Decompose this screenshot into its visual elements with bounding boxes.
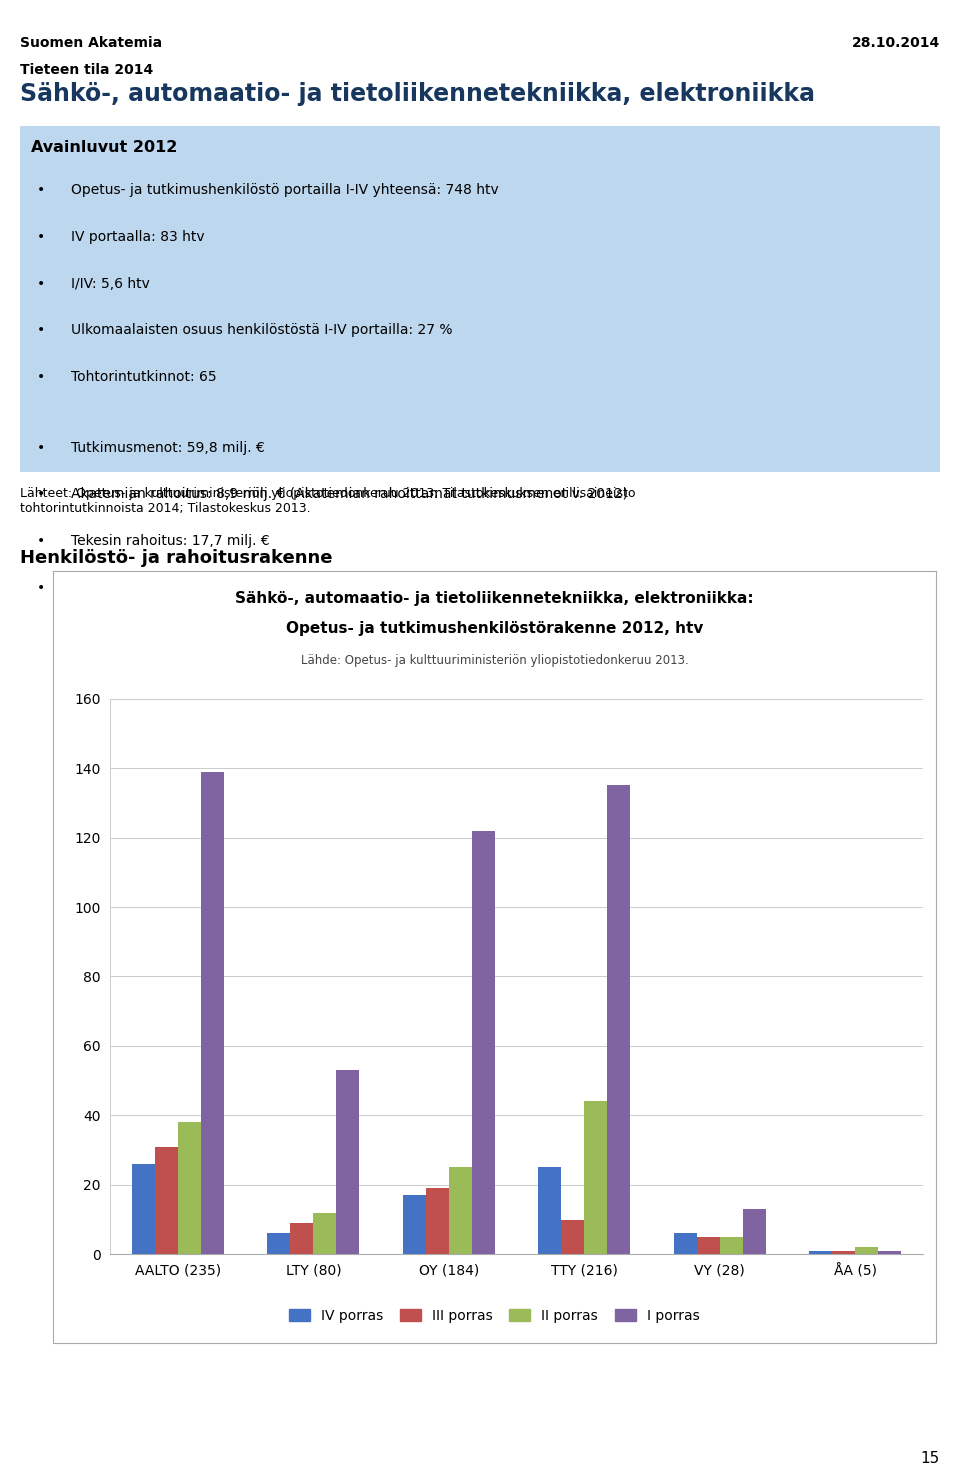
Text: Opetus- ja tutkimushenkilöstörakenne 2012, htv: Opetus- ja tutkimushenkilöstörakenne 201… [286, 622, 703, 637]
Legend: IV porras, III porras, II porras, I porras: IV porras, III porras, II porras, I porr… [284, 1303, 705, 1328]
Bar [201, 772, 224, 1254]
Text: 28.10.2014: 28.10.2014 [852, 36, 940, 50]
Text: •: • [36, 230, 45, 243]
Text: Sähkö-, automaatio- ja tietoliikennetekniikka, elektroniikka: Sähkö-, automaatio- ja tietoliikennetekn… [20, 82, 815, 105]
Bar [425, 1189, 448, 1254]
Bar [267, 1233, 290, 1254]
Text: •: • [36, 487, 45, 502]
Bar [313, 1212, 336, 1254]
Bar [832, 1251, 855, 1254]
Text: Avainluvut 2012: Avainluvut 2012 [31, 139, 178, 154]
Text: Tieteen tila 2014: Tieteen tila 2014 [20, 62, 154, 77]
Text: Suomen Akatemia: Suomen Akatemia [20, 36, 162, 50]
Bar [336, 1070, 359, 1254]
Bar [608, 785, 630, 1254]
Bar [855, 1248, 878, 1254]
Text: •: • [36, 276, 45, 291]
Text: Lähde: Opetus- ja kulttuuriministeriön yliopistotiedonkeruu 2013.: Lähde: Opetus- ja kulttuuriministeriön y… [300, 654, 688, 666]
Bar [585, 1101, 608, 1254]
Text: •: • [36, 183, 45, 197]
Bar [697, 1238, 720, 1254]
Text: Henkilöstö- ja rahoitusrakenne: Henkilöstö- ja rahoitusrakenne [20, 549, 333, 567]
Bar [403, 1195, 425, 1254]
Text: •: • [36, 324, 45, 337]
Text: •: • [36, 580, 45, 595]
Text: EU-rahoitus puiteohjelmasta: 3,2 milj. €: EU-rahoitus puiteohjelmasta: 3,2 milj. € [71, 580, 347, 595]
Text: IV portaalla: 83 htv: IV portaalla: 83 htv [71, 230, 204, 243]
Bar [809, 1251, 832, 1254]
Bar [720, 1238, 743, 1254]
Bar [539, 1168, 562, 1254]
Bar [743, 1209, 766, 1254]
Bar [290, 1223, 313, 1254]
Text: Ulkomaalaisten osuus henkilöstöstä I-IV portailla: 27 %: Ulkomaalaisten osuus henkilöstöstä I-IV … [71, 324, 452, 337]
Text: Tohtorintutkinnot: 65: Tohtorintutkinnot: 65 [71, 370, 216, 384]
Text: Opetus- ja tutkimushenkilöstö portailla I-IV yhteensä: 748 htv: Opetus- ja tutkimushenkilöstö portailla … [71, 183, 498, 197]
Bar [471, 831, 494, 1254]
Text: •: • [36, 441, 45, 454]
Text: I/IV: 5,6 htv: I/IV: 5,6 htv [71, 276, 150, 291]
Text: •: • [36, 534, 45, 548]
Text: •: • [36, 370, 45, 384]
Text: Lähteet: Opetus- ja kulttuuriministeriön yliopistotiedonkeruu 2013; Tilastokesku: Lähteet: Opetus- ja kulttuuriministeriön… [20, 487, 636, 515]
Text: Tekesin rahoitus: 17,7 milj. €: Tekesin rahoitus: 17,7 milj. € [71, 534, 270, 548]
Text: Sähkö-, automaatio- ja tietoliikennetekniikka, elektroniikka:: Sähkö-, automaatio- ja tietoliikennetekn… [235, 591, 754, 605]
Bar [562, 1220, 585, 1254]
Bar [448, 1168, 471, 1254]
Bar [178, 1122, 201, 1254]
Text: Akatemian rahoitus: 8,9 milj. € (Akatemian rahoittamat tutkimusmenot v. 2012): Akatemian rahoitus: 8,9 milj. € (Akatemi… [71, 487, 628, 502]
Text: 15: 15 [921, 1451, 940, 1466]
Bar [674, 1233, 697, 1254]
Bar [878, 1251, 901, 1254]
Text: Tutkimusmenot: 59,8 milj. €: Tutkimusmenot: 59,8 milj. € [71, 441, 265, 454]
Bar [155, 1147, 178, 1254]
Bar [132, 1163, 155, 1254]
